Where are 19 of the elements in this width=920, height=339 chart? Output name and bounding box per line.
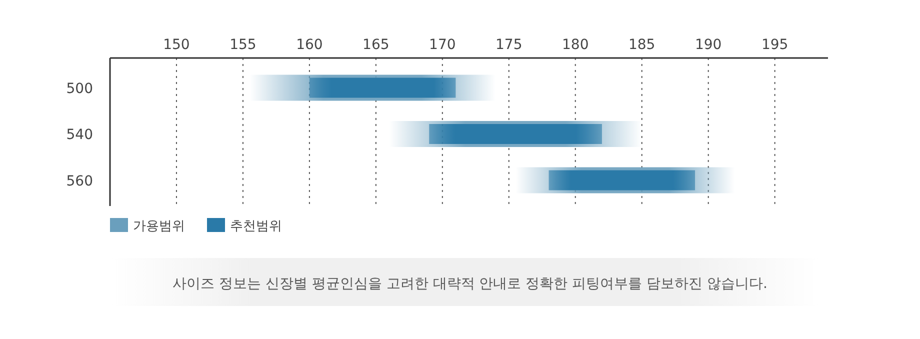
- bar: [429, 124, 602, 144]
- bar: [548, 170, 696, 190]
- x-tick-label: 160: [296, 37, 323, 53]
- y-tick-label: 560: [66, 173, 93, 190]
- x-tick-label: 150: [163, 37, 190, 53]
- x-tick-label: 155: [230, 37, 256, 53]
- legend-label: 추천범위: [230, 219, 282, 234]
- x-tick-label: 170: [429, 37, 456, 53]
- y-tick-label: 540: [66, 127, 93, 143]
- x-tick-label: 185: [628, 37, 656, 53]
- x-tick-label: 165: [362, 37, 390, 53]
- y-tick-label: 500: [66, 80, 93, 97]
- x-tick-label: 175: [496, 37, 522, 53]
- x-tick-label: 180: [562, 37, 589, 53]
- x-tick-label: 195: [761, 37, 788, 53]
- x-tick-label: 190: [694, 37, 722, 53]
- bar: [309, 78, 456, 98]
- text: 사이즈 정보는 신장별 평균인심을 고려한 대략적 안내로 정확한 피팅여부를 담보하진 않습니다.: [172, 276, 768, 292]
- legend-label: 가용범위: [133, 219, 185, 234]
